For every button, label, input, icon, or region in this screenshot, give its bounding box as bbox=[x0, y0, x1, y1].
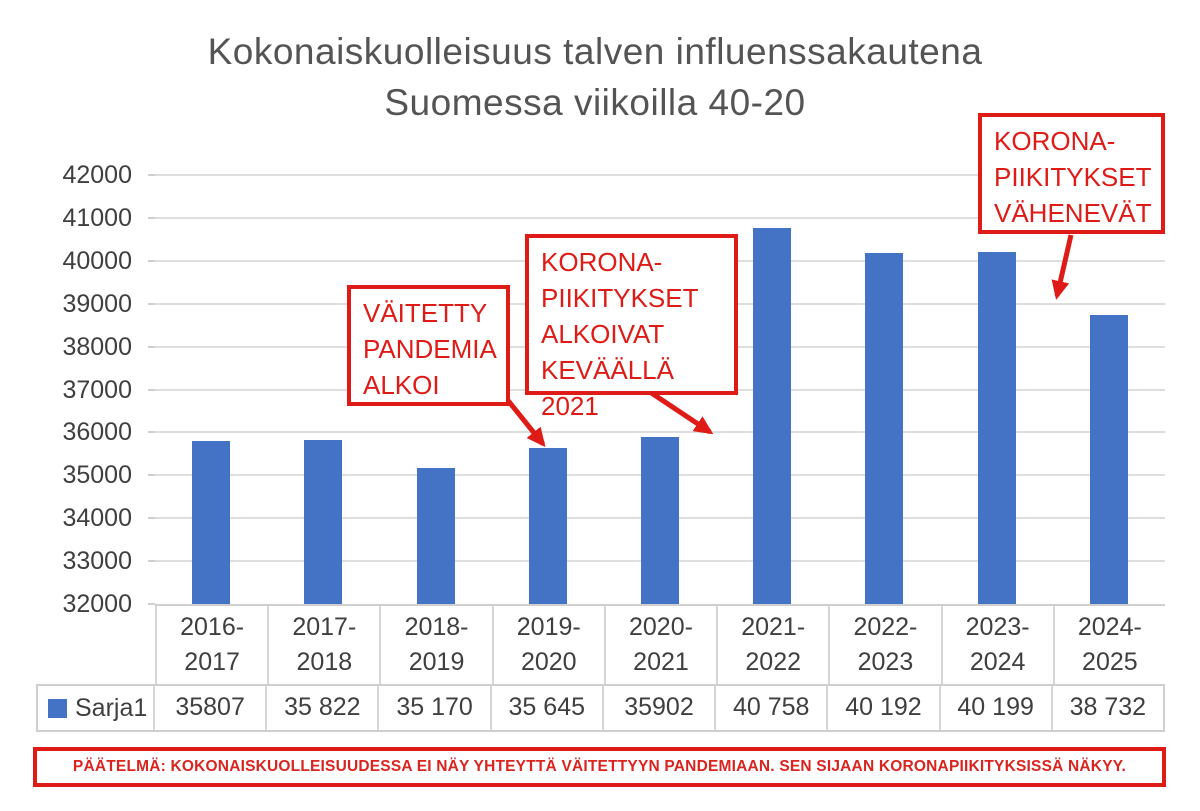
value-cell-2016-2017: 35807 bbox=[155, 686, 268, 730]
chart-title-line-1: Kokonaiskuolleisuus talven influenssakau… bbox=[207, 31, 983, 72]
value-cell-2024-2025: 38 732 bbox=[1069, 693, 1147, 721]
conclusion-text: PÄÄTELMÄ: KOKONAISKUOLLEISUUDESSA EI NÄY… bbox=[72, 758, 1127, 775]
y-axis-tick-label: 34000 bbox=[62, 504, 132, 533]
y-axis-tickmark bbox=[148, 259, 155, 262]
gridline bbox=[155, 174, 1165, 176]
chart-title: Kokonaiskuolleisuus talven influenssakau… bbox=[0, 26, 1190, 128]
y-axis-tickmark bbox=[148, 345, 155, 348]
category-label-2016-2017: 2016- 2017 bbox=[155, 606, 270, 684]
value-cell-2018-2019: 35 170 bbox=[379, 686, 492, 730]
y-axis-tickmark bbox=[148, 560, 155, 563]
y-axis-tick-label: 35000 bbox=[62, 461, 132, 490]
gridline bbox=[155, 216, 1165, 219]
annotation-line: PANDEMIA bbox=[363, 334, 497, 364]
y-axis-tickmark bbox=[148, 603, 155, 605]
annotation-line: ALKOIVAT bbox=[541, 319, 665, 349]
y-axis-tick-label: 32000 bbox=[62, 590, 132, 618]
category-label-2018-2019: 2018- 2019 bbox=[381, 606, 494, 684]
value-cell-2023-2024: 40 199 bbox=[941, 686, 1053, 730]
bar-2024-2025 bbox=[1089, 315, 1128, 604]
series-color-swatch bbox=[48, 698, 67, 718]
y-axis-tick-label: 37000 bbox=[62, 375, 132, 404]
y-axis-tick-label: 33000 bbox=[62, 547, 132, 576]
annotation-covid-vaccinations-declining: KORONA- PIIKITYKSET VÄHENEVÄT bbox=[978, 113, 1165, 234]
category-label-2022-2023: 2022- 2023 bbox=[830, 606, 943, 684]
value-cell-2020-2021: 35902 bbox=[604, 686, 717, 730]
y-axis-tick-label: 36000 bbox=[62, 418, 132, 447]
bar-2016-2017 bbox=[192, 440, 231, 604]
category-label-2019-2020: 2019- 2020 bbox=[494, 606, 606, 684]
category-label-2023-2024: 2023- 2024 bbox=[943, 606, 1055, 684]
value-cell-2019-2020: 35 645 bbox=[492, 686, 604, 730]
annotation-line: VÄITETTY bbox=[363, 298, 488, 328]
bar-2021-2022 bbox=[753, 228, 792, 604]
y-axis-tick-label: 39000 bbox=[62, 289, 132, 318]
value-cell-2022-2023: 40 192 bbox=[828, 686, 941, 730]
annotation-line: KORONA- bbox=[541, 247, 663, 277]
annotation-line: KEVÄÄLLÄ 2021 bbox=[541, 355, 674, 421]
annotation-claimed-pandemic-start: VÄITETTY PANDEMIA ALKOI bbox=[347, 285, 510, 406]
category-label-2017-2018: 2017- 2018 bbox=[269, 606, 382, 684]
annotation-line: ALKOI bbox=[363, 370, 440, 400]
annotation-covid-vaccinations-started: KORONA- PIIKITYKSET ALKOIVAT KEVÄÄLLÄ 2021 bbox=[525, 234, 738, 421]
y-axis-tick-label: 38000 bbox=[62, 332, 132, 361]
bar-2020-2021 bbox=[641, 436, 679, 604]
bar-2023-2024 bbox=[977, 252, 1016, 604]
arrow-to-2024-2025-bar bbox=[1051, 234, 1074, 300]
x-axis-category-row: 2016- 2017 2017- 2018 2018- 2019 2019- 2020 2020… bbox=[155, 604, 1165, 684]
series-name-label: Sarja1 bbox=[75, 693, 148, 722]
y-axis-tickmark bbox=[148, 302, 155, 305]
bar-2019-2020 bbox=[528, 447, 567, 604]
annotation-line: VÄHENEVÄT bbox=[994, 198, 1152, 228]
annotation-line: PIIKITYKSET bbox=[541, 283, 699, 313]
bar-2018-2019 bbox=[416, 468, 455, 604]
category-label-2021-2022: 2021- 2022 bbox=[718, 606, 831, 684]
legend-cell: Sarja1 bbox=[38, 686, 155, 730]
y-axis-tickmark bbox=[148, 517, 155, 520]
value-cell-2021-2022: 40 758 bbox=[716, 686, 829, 730]
data-table-row: Sarja1 35807 35 822 35 170 35 645 35902 40 75… bbox=[36, 684, 1165, 732]
y-axis-tickmark bbox=[148, 174, 155, 176]
value-cell-2017-2018: 35 822 bbox=[267, 686, 380, 730]
bar-2022-2023 bbox=[865, 252, 904, 604]
y-axis-tickmark bbox=[148, 431, 155, 434]
arrow-to-2019-2020-bar bbox=[504, 396, 546, 448]
y-axis-tick-label: 42000 bbox=[62, 161, 132, 189]
annotation-line: PIIKITYKSET bbox=[994, 162, 1152, 192]
y-axis-tick-label: 40000 bbox=[62, 246, 132, 275]
category-label-2024-2025: 2024- 2025 bbox=[1077, 613, 1142, 676]
conclusion-banner: PÄÄTELMÄ: KOKONAISKUOLLEISUUDESSA EI NÄY… bbox=[33, 747, 1166, 787]
y-axis-tickmark bbox=[148, 388, 155, 391]
y-axis-tickmark bbox=[148, 216, 155, 219]
y-axis-tick-label: 41000 bbox=[62, 203, 132, 232]
bar-2017-2018 bbox=[304, 440, 343, 604]
category-label-2020-2021: 2020- 2021 bbox=[606, 606, 719, 684]
y-axis-tickmark bbox=[148, 474, 155, 477]
annotation-line: KORONA- bbox=[994, 126, 1116, 156]
chart-title-line-2: Suomessa viikoilla 40-20 bbox=[384, 82, 806, 123]
